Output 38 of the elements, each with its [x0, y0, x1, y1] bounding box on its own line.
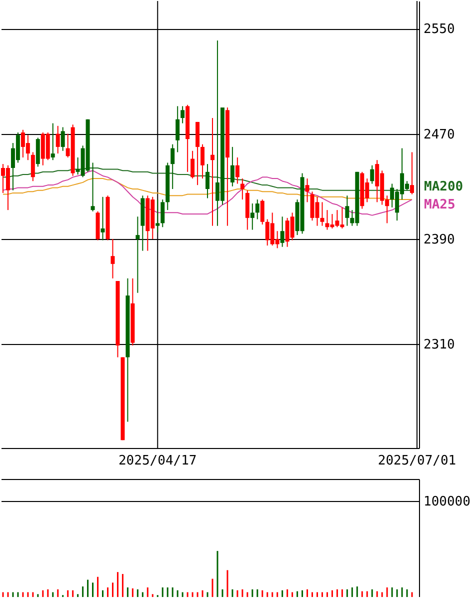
- candlestick: [160, 199, 165, 228]
- candlestick: [60, 126, 65, 152]
- candlestick: [90, 162, 95, 212]
- candlestick: [200, 144, 205, 179]
- candlestick: [206, 164, 210, 199]
- candlestick: [190, 150, 195, 179]
- candlestick: [50, 122, 55, 161]
- y-tick-label: 2390: [424, 232, 455, 248]
- candlestick: [30, 152, 35, 182]
- candlestick: [156, 199, 160, 233]
- candlestick: [210, 118, 214, 226]
- candlestick: [255, 199, 260, 220]
- candlestick: [100, 196, 105, 241]
- candlestick: [136, 216, 140, 294]
- y-tick-label: 2550: [424, 22, 455, 38]
- candlestick: [110, 238, 115, 279]
- candlestick: [170, 144, 175, 190]
- candlestick: [305, 178, 310, 203]
- candlestick: [320, 202, 324, 226]
- y-tick-label: 100000: [424, 494, 470, 510]
- candlestick: [250, 202, 254, 230]
- candlestick: [345, 195, 350, 226]
- candlestick: [240, 178, 244, 200]
- y-tick-label: 2470: [424, 127, 455, 142]
- candlestick: [176, 106, 180, 153]
- candlestick: [56, 125, 60, 154]
- y-tick-label: 2310: [424, 338, 455, 353]
- candlestick: [235, 156, 240, 184]
- candlestick: [260, 199, 264, 225]
- series-label: MA200: [424, 179, 464, 194]
- candlestick: [370, 164, 374, 184]
- series-label: MA25: [424, 198, 456, 213]
- candlestick: [280, 216, 284, 248]
- candlestick: [180, 106, 185, 124]
- x-tick-label: 2025/04/17: [118, 454, 197, 468]
- candlestick: [230, 146, 234, 187]
- candlestick: [410, 152, 414, 195]
- x-tick-label: 2025/07/01: [378, 454, 456, 468]
